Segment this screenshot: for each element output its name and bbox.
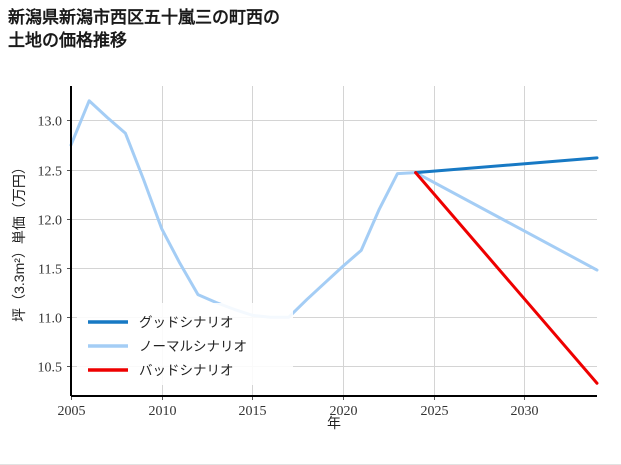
x-tick-label: 2025 <box>421 404 449 419</box>
axis-spines <box>69 86 597 398</box>
series-line-グッドシナリオ <box>414 156 599 175</box>
y-axis-title: 坪（3.3m²）単価（万円） <box>11 160 27 322</box>
x-tick-label: 2020 <box>330 404 358 419</box>
legend-label-バッドシナリオ: バッドシナリオ <box>139 363 234 378</box>
chart-title: 新潟県新潟市西区五十嵐三の町西の 土地の価格推移 <box>8 8 280 50</box>
x-tick-label: 2015 <box>239 404 267 419</box>
y-tick-label: 11.0 <box>38 312 62 327</box>
y-tick-label: 11.5 <box>38 263 62 278</box>
x-tick-group: 2005 2010 2015 2020 2025 2030 <box>58 396 539 419</box>
y-tick-label: 12.5 <box>38 165 63 180</box>
y-tick-label: 10.5 <box>38 361 63 376</box>
legend-label-グッドシナリオ: グッドシナリオ <box>139 315 234 330</box>
y-tick-group: 10.5 11.0 11.5 12.0 12.5 13.0 <box>38 115 71 376</box>
y-tick-label: 13.0 <box>38 115 63 130</box>
series-line-バッドシナリオ <box>414 171 599 385</box>
legend-label-ノーマルシナリオ: ノーマルシナリオ <box>139 339 247 354</box>
y-tick-label: 12.0 <box>38 214 63 229</box>
x-tick-label: 2010 <box>149 404 177 419</box>
series-line-ノーマルシナリオ <box>69 99 599 319</box>
x-tick-label: 2005 <box>58 404 86 419</box>
x-axis-title: 年 <box>327 415 341 431</box>
x-tick-label: 2030 <box>511 404 539 419</box>
